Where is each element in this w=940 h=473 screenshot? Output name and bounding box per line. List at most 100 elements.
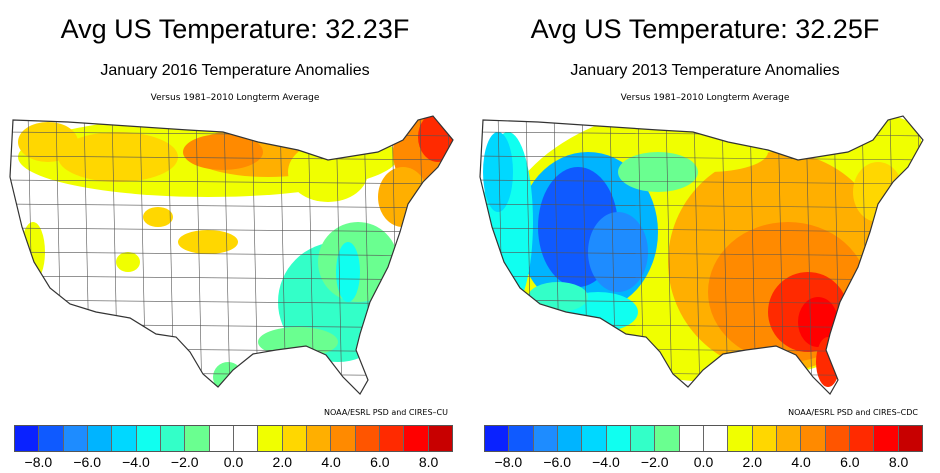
colorbar-ticks: −8.0 −6.0 −4.0 −2.0 0.0 2.0 4.0 6.0 8.0 bbox=[484, 454, 923, 470]
division-border bbox=[480, 251, 923, 257]
us-outline bbox=[479, 115, 924, 395]
anomaly-region bbox=[183, 134, 263, 170]
colorbar-swatch bbox=[849, 426, 875, 451]
colorbar-swatch bbox=[557, 426, 583, 451]
anomaly-regions bbox=[8, 116, 463, 400]
colorbar-swatch bbox=[404, 426, 429, 451]
colorbar-swatch bbox=[63, 426, 88, 451]
anomaly-region bbox=[816, 337, 840, 387]
us-anomaly-map-2013 bbox=[478, 115, 933, 400]
colorbar-tick-label: 0.0 bbox=[223, 454, 244, 470]
division-border bbox=[917, 116, 923, 394]
panel-baseline-note: Versus 1981–2010 Longterm Average bbox=[620, 93, 790, 103]
division-border bbox=[480, 203, 923, 209]
colorbar-swatch bbox=[209, 426, 234, 451]
colorbar-swatch bbox=[679, 426, 704, 451]
division-border bbox=[8, 396, 463, 400]
colorbar-tick-label: −8.0 bbox=[24, 454, 53, 470]
colorbar-tick-label: −6.0 bbox=[543, 454, 571, 470]
colorbar-swatch bbox=[606, 426, 631, 451]
colorbar-swatch bbox=[630, 426, 656, 451]
division-border bbox=[693, 116, 701, 394]
colorbar-swatch bbox=[306, 426, 332, 451]
colorbar-swatch bbox=[703, 426, 729, 451]
colorbar-swatch bbox=[874, 426, 899, 451]
colorbar-swatch bbox=[776, 426, 802, 451]
colorbar-swatch bbox=[655, 426, 680, 451]
division-border bbox=[10, 179, 453, 185]
anomaly-region bbox=[853, 162, 903, 222]
anomaly-regions bbox=[478, 116, 933, 400]
division-border bbox=[195, 116, 203, 394]
colorbar-swatch bbox=[533, 426, 558, 451]
us-anomaly-map-2016 bbox=[8, 115, 463, 400]
colorbar-swatch bbox=[509, 426, 534, 451]
colorbar bbox=[484, 425, 923, 452]
credit-text: NOAA/ESRL PSD and CIRES–CU bbox=[324, 408, 448, 417]
panel-baseline-note: Versus 1981–2010 Longterm Average bbox=[150, 93, 320, 103]
division-border bbox=[10, 251, 453, 257]
colorbar-tick-label: 8.0 bbox=[418, 454, 439, 470]
panel-title: Avg US Temperature: 32.25F bbox=[530, 14, 880, 44]
panel-title: Avg US Temperature: 32.23F bbox=[60, 14, 410, 44]
colorbar-swatch bbox=[898, 426, 922, 451]
division-border bbox=[10, 203, 453, 209]
anomaly-region bbox=[798, 297, 838, 347]
division-border bbox=[665, 116, 673, 394]
anomaly-region bbox=[258, 327, 338, 357]
division-border bbox=[480, 371, 923, 377]
colorbar-tick-label: 8.0 bbox=[888, 454, 909, 470]
division-border bbox=[478, 396, 933, 400]
colorbar-swatch bbox=[112, 426, 137, 451]
colorbar-swatch bbox=[185, 426, 210, 451]
us-outline bbox=[9, 115, 454, 395]
colorbar-swatch bbox=[258, 426, 283, 451]
colorbar-tick-label: 6.0 bbox=[840, 454, 860, 470]
division-border bbox=[335, 116, 343, 394]
panel-2016: Avg US Temperature: 32.23F January 2016 … bbox=[8, 14, 463, 470]
anomaly-region bbox=[178, 230, 238, 254]
colorbar-swatch bbox=[160, 426, 186, 451]
colorbar-tick-label: 0.0 bbox=[693, 454, 714, 470]
colorbar-tick-label: −8.0 bbox=[494, 454, 523, 470]
division-border bbox=[10, 227, 453, 233]
panel-subtitle: January 2013 Temperature Anomalies bbox=[570, 62, 840, 79]
anomaly-region bbox=[116, 252, 140, 272]
colorbar-swatch bbox=[379, 426, 405, 451]
colorbar-swatch bbox=[233, 426, 259, 451]
anomaly-region bbox=[213, 362, 243, 392]
colorbar-swatch bbox=[282, 426, 307, 451]
colorbar-tick-label: −4.0 bbox=[592, 454, 620, 470]
anomaly-region bbox=[483, 132, 513, 212]
colorbar-tick-label: −2.0 bbox=[640, 454, 669, 470]
division-border bbox=[480, 227, 923, 233]
colorbar-swatch bbox=[15, 426, 40, 451]
division-border bbox=[805, 116, 813, 394]
colorbar-tick-label: 2.0 bbox=[742, 454, 762, 470]
anomaly-region bbox=[336, 242, 360, 302]
colorbar-tick-label: −2.0 bbox=[170, 454, 199, 470]
division-border bbox=[10, 155, 453, 161]
colorbar-swatch bbox=[728, 426, 753, 451]
colorbar-tick-label: −4.0 bbox=[122, 454, 150, 470]
colorbar-swatch bbox=[331, 426, 356, 451]
anomaly-region bbox=[418, 116, 453, 162]
credit-text: NOAA/ESRL PSD and CIRES–CDC bbox=[788, 408, 918, 417]
colorbar-swatch bbox=[87, 426, 113, 451]
division-border bbox=[10, 371, 453, 377]
colorbar-tick-label: 2.0 bbox=[272, 454, 292, 470]
anomaly-region bbox=[588, 212, 648, 292]
colorbar-ticks: −8.0 −6.0 −4.0 −2.0 0.0 2.0 4.0 6.0 8.0 bbox=[14, 454, 453, 470]
division-border bbox=[480, 179, 923, 185]
colorbar-swatch bbox=[428, 426, 452, 451]
colorbar-tick-label: 6.0 bbox=[370, 454, 390, 470]
anomaly-region bbox=[378, 167, 428, 227]
colorbar-swatch bbox=[752, 426, 777, 451]
colorbar-tick-label: 4.0 bbox=[791, 454, 811, 470]
colorbar-swatch bbox=[582, 426, 607, 451]
colorbar-swatch bbox=[355, 426, 380, 451]
colorbar-tick-label: 4.0 bbox=[321, 454, 341, 470]
anomaly-region bbox=[143, 207, 173, 227]
division-border bbox=[480, 155, 923, 161]
